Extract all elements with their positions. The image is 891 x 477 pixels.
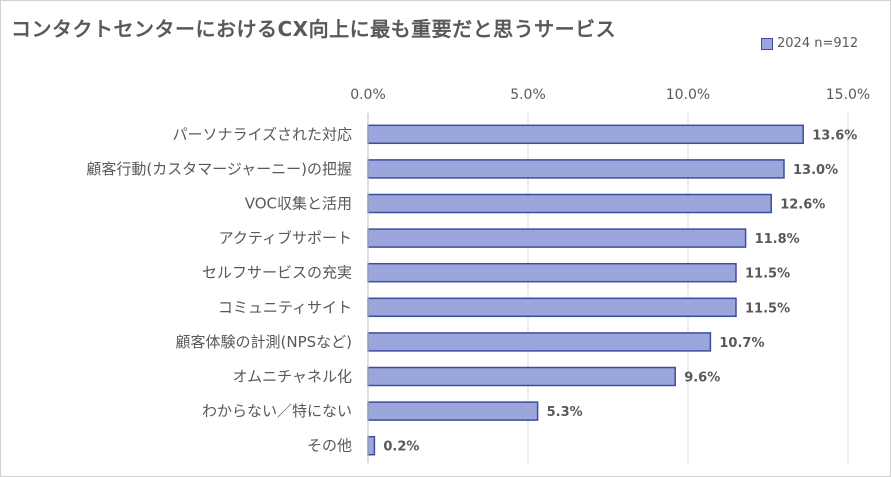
data-label: 0.2% xyxy=(383,440,419,455)
category-label: わからない／特にない xyxy=(202,402,352,420)
bar xyxy=(367,193,772,214)
bar xyxy=(367,332,712,352)
bar xyxy=(367,124,804,145)
data-label: 9.6% xyxy=(684,371,720,386)
category-label: 顧客体験の計測(NPSなど) xyxy=(176,333,353,351)
bar xyxy=(367,159,785,179)
data-label: 5.3% xyxy=(547,405,583,420)
category-label: VOC収集と活用 xyxy=(245,195,352,213)
category-label: セルフサービスの充実 xyxy=(202,264,352,282)
bar xyxy=(367,262,737,283)
x-tick-label: 10.0% xyxy=(666,87,710,103)
bar xyxy=(367,435,376,456)
bar xyxy=(367,228,747,248)
x-tick-label: 15.0% xyxy=(826,87,870,103)
category-label: アクティブサポート xyxy=(219,229,352,247)
category-label: 顧客行動(カスタマージャーニー)の把握 xyxy=(86,160,352,178)
category-label: その他 xyxy=(307,437,352,455)
data-label: 13.6% xyxy=(812,128,857,143)
data-label: 13.0% xyxy=(793,163,838,178)
chart-title: コンタクトセンターにおけるCX向上に最も重要だと思うサービス xyxy=(11,17,617,41)
bar xyxy=(367,401,539,421)
category-label: オムニチャネル化 xyxy=(233,368,352,386)
data-label: 11.8% xyxy=(755,232,800,247)
data-label: 11.5% xyxy=(745,267,790,282)
data-label: 12.6% xyxy=(780,198,825,213)
category-label: コミュニティサイト xyxy=(218,298,352,316)
data-label: 11.5% xyxy=(745,301,790,316)
data-label: 10.7% xyxy=(719,336,764,351)
legend-label: 2024 n=912 xyxy=(777,36,859,51)
x-tick-label: 0.0% xyxy=(350,87,386,103)
bar xyxy=(367,366,676,387)
chart-legend: 2024 n=912 xyxy=(761,36,858,51)
bar xyxy=(367,297,737,318)
category-label: パーソナライズされた対応 xyxy=(172,125,352,143)
legend-swatch xyxy=(761,37,773,50)
x-tick-label: 5.0% xyxy=(510,87,546,103)
